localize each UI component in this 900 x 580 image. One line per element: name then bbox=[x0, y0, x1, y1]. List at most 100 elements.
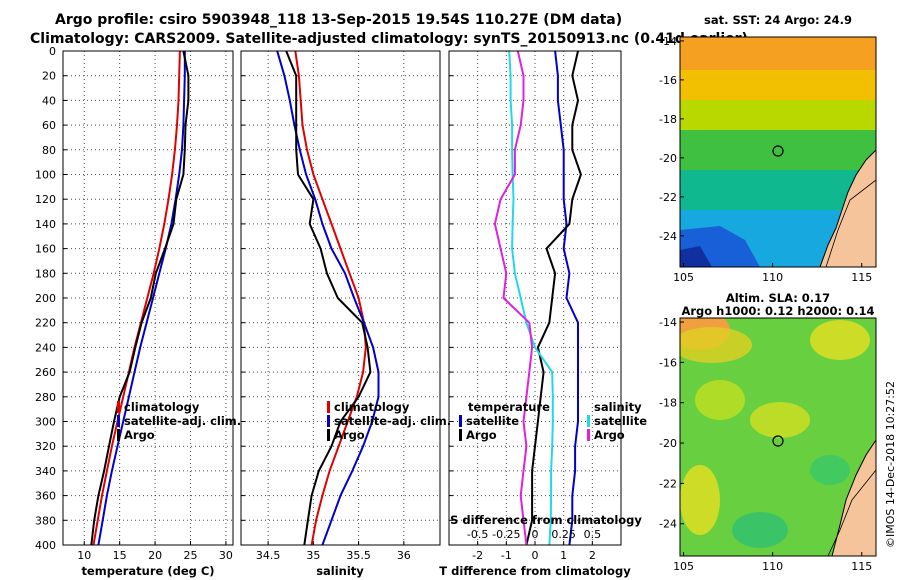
depth-tick-label: 320 bbox=[35, 440, 56, 453]
series-line-temperature-argo bbox=[525, 51, 582, 545]
temperature-plot-frame bbox=[62, 50, 234, 546]
sst-land-australia bbox=[819, 149, 876, 267]
x-tick-label: 20 bbox=[148, 549, 162, 562]
x-tick-label: 36 bbox=[397, 549, 411, 562]
legend-swatch-s-satellite bbox=[587, 415, 590, 427]
depth-axis: 0 20 40 60 80 100 120 140 160 180 200 220 240 260 280 3… bbox=[35, 45, 56, 552]
altim-teal-anomaly bbox=[732, 512, 788, 548]
map-lat-label: -22 bbox=[659, 477, 677, 490]
x-tick-label: 1 bbox=[560, 549, 567, 562]
sst-green-band bbox=[680, 130, 876, 170]
map-lat-label: -14 bbox=[659, 35, 677, 48]
map-lat-label: -20 bbox=[659, 437, 677, 450]
series-line-climatology bbox=[294, 51, 367, 545]
temperature-x-label: temperature (deg C) bbox=[81, 564, 214, 578]
salinity-grid bbox=[241, 50, 440, 546]
series-line-argo bbox=[90, 51, 190, 545]
map-lon-label: 115 bbox=[851, 560, 872, 573]
legend-heading-salinity: salinity bbox=[594, 400, 642, 414]
salinity-x-axis: 34.5 35 35.5 36 bbox=[256, 549, 411, 562]
difference-legend-salinity: salinity satellite Argo bbox=[587, 400, 647, 442]
legend-label-argo: Argo bbox=[124, 428, 155, 442]
series-line-salinity-satellite bbox=[508, 51, 554, 545]
difference-legend-temperature: temperature satellite Argo bbox=[459, 400, 550, 442]
x-tick-label: 35.5 bbox=[346, 549, 371, 562]
depth-tick-label: 160 bbox=[35, 243, 56, 256]
legend-label-s-argo: Argo bbox=[594, 428, 625, 442]
legend-label-climatology: climatology bbox=[124, 400, 200, 414]
top-x-tick-label: 0.5 bbox=[584, 528, 602, 541]
series-line-satellite-adj-clim- bbox=[97, 51, 186, 545]
depth-tick-label: 240 bbox=[35, 341, 56, 354]
map-lat-label: -14 bbox=[659, 316, 677, 329]
sst-lime-band bbox=[680, 100, 876, 130]
sst-bathymetry-contour bbox=[825, 179, 876, 267]
legend-swatch-climatology bbox=[117, 401, 120, 413]
depth-tick-label: 60 bbox=[42, 119, 56, 132]
legend-swatch-satellite bbox=[117, 415, 120, 427]
series-line-climatology bbox=[92, 51, 181, 545]
depth-tick-label: 20 bbox=[42, 70, 56, 83]
altim-lime-anomaly-center bbox=[750, 402, 810, 438]
map-lat-label: -16 bbox=[659, 356, 677, 369]
sst-map bbox=[680, 37, 876, 267]
legend-heading-temperature: temperature bbox=[468, 400, 550, 414]
map-lat-label: -24 bbox=[659, 230, 677, 243]
map-lat-label: -18 bbox=[659, 397, 677, 410]
altim-map-title-2: Argo h1000: 0.12 h2000: 0.14 bbox=[681, 304, 874, 318]
legend-label-t-argo: Argo bbox=[466, 428, 497, 442]
sst-yellow-band bbox=[680, 70, 876, 100]
series-line-satellite-adj-clim- bbox=[276, 51, 380, 545]
depth-tick-label: 200 bbox=[35, 292, 56, 305]
depth-tick-label: 400 bbox=[35, 539, 56, 552]
altim-teal-anomaly-e bbox=[810, 455, 850, 485]
sst-map-axes: 105 110 115 -14 -16 -18 -20 -22 -24 bbox=[659, 35, 872, 284]
temperature-x-axis: 10 15 20 25 30 bbox=[77, 549, 233, 562]
altim-yellow-anomaly-sw bbox=[680, 465, 720, 535]
timestamp-label: ©IMOS 14-Dec-2018 10:27:52 bbox=[884, 381, 897, 548]
top-x-tick-label: 0.25 bbox=[551, 528, 576, 541]
map-lat-label: -20 bbox=[659, 152, 677, 165]
difference-x-axis: -2 -1 0 1 2 bbox=[472, 549, 596, 562]
x-tick-label: -1 bbox=[501, 549, 512, 562]
difference-x-label: T difference from climatology bbox=[439, 564, 631, 578]
map-lat-label: -16 bbox=[659, 74, 677, 87]
depth-tick-label: 220 bbox=[35, 317, 56, 330]
salinity-difference-top-axis: -0.5 -0.25 0 0.25 0.5 bbox=[467, 528, 601, 541]
legend-swatch-argo bbox=[327, 429, 330, 441]
salinity-series bbox=[276, 51, 380, 545]
map-lon-label: 115 bbox=[851, 271, 872, 284]
top-x-tick-label: 0 bbox=[532, 528, 539, 541]
sst-argo-location-marker bbox=[772, 145, 784, 157]
sst-teal-band bbox=[680, 170, 876, 210]
altim-map-axes: 105 110 115 -14 -16 -18 -20 -22 -24 bbox=[659, 316, 872, 573]
depth-tick-label: 360 bbox=[35, 490, 56, 503]
depth-tick-label: 300 bbox=[35, 416, 56, 429]
x-tick-label: 35 bbox=[306, 549, 320, 562]
series-line-temperature-satellite bbox=[554, 51, 579, 545]
temperature-legend: climatology satellite-adj. clim. Argo bbox=[117, 400, 241, 442]
depth-tick-label: 180 bbox=[35, 267, 56, 280]
salinity-x-label: salinity bbox=[316, 564, 364, 578]
altim-bathymetry-contour bbox=[827, 469, 876, 556]
legend-swatch-satellite bbox=[327, 415, 330, 427]
map-lon-label: 105 bbox=[673, 560, 694, 573]
depth-tick-label: 260 bbox=[35, 366, 56, 379]
legend-label-argo: Argo bbox=[334, 428, 365, 442]
temperature-series bbox=[90, 51, 190, 545]
altim-map-frame bbox=[679, 317, 877, 557]
altim-yellow-anomaly bbox=[680, 327, 752, 363]
legend-swatch-t-argo bbox=[459, 429, 462, 441]
map-lon-label: 110 bbox=[762, 271, 783, 284]
map-lon-label: 110 bbox=[762, 560, 783, 573]
map-lat-label: -18 bbox=[659, 113, 677, 126]
title-line-2: Climatology: CARS2009. Satellite-adjuste… bbox=[30, 31, 748, 47]
legend-label-satellite: satellite-adj. clim. bbox=[124, 414, 241, 428]
legend-swatch-t-satellite bbox=[459, 415, 462, 427]
legend-label-satellite: satellite-adj. clim. bbox=[334, 414, 451, 428]
legend-label-t-satellite: satellite bbox=[466, 414, 519, 428]
map-lat-label: -22 bbox=[659, 191, 677, 204]
x-tick-label: 15 bbox=[113, 549, 127, 562]
difference-grid bbox=[449, 50, 621, 546]
